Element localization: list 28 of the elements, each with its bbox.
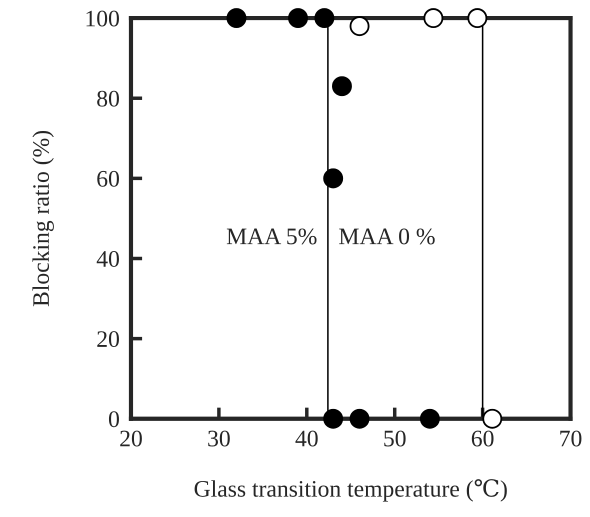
point [332, 76, 352, 96]
annotation: MAA 5% [226, 228, 317, 244]
x-tick-label: 50 [384, 430, 406, 446]
y-tick-label: 60 [97, 170, 119, 187]
y-tick-label: 0 [108, 411, 119, 428]
point [467, 8, 488, 28]
x-tick-label: 30 [208, 430, 230, 446]
point [350, 16, 370, 36]
x-tick-label: 20 [120, 430, 142, 446]
annotation: MAA 0 % [339, 228, 435, 244]
point [323, 408, 344, 429]
x-tick-label: 70 [560, 430, 582, 446]
x-tick-label: 60 [472, 430, 494, 446]
point [420, 408, 440, 429]
point [314, 8, 334, 28]
y-tick-label: 80 [97, 90, 119, 107]
y-axis-title: Blocking ratio (%) [32, 130, 54, 306]
point [350, 408, 370, 429]
point [323, 168, 344, 188]
x-tick-label: 40 [295, 430, 318, 446]
point [288, 8, 308, 28]
y-tick-label: 40 [96, 250, 119, 267]
point [423, 8, 444, 28]
point [482, 408, 502, 429]
x-axis-title: Glass transition temperature (℃) [194, 479, 507, 502]
y-tick-label: 100 [86, 10, 119, 27]
y-tick-label: 20 [97, 331, 119, 348]
point [226, 8, 246, 28]
